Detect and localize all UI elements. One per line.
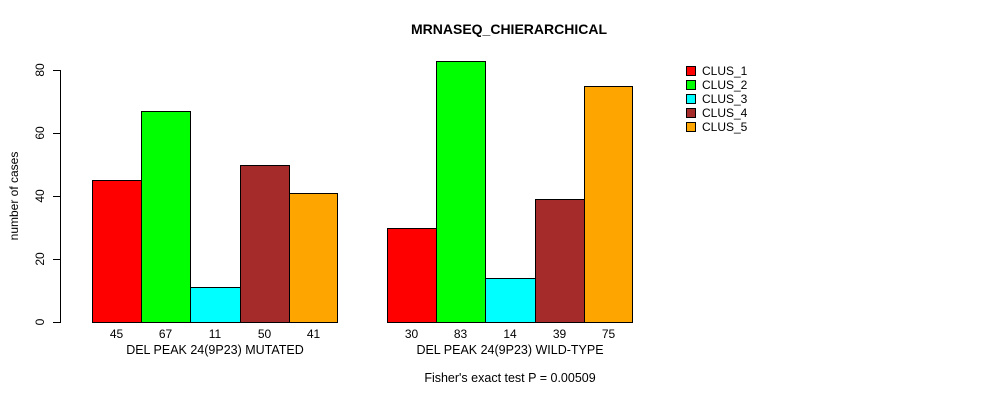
y-axis-tick xyxy=(53,196,60,197)
bar-clus_1 xyxy=(387,228,437,323)
bar-clus_2 xyxy=(436,61,486,323)
y-axis-label: number of cases xyxy=(7,151,21,241)
bar-value-label: 83 xyxy=(453,327,468,341)
legend-swatch-icon xyxy=(686,94,696,104)
bar-clus_3 xyxy=(485,278,536,323)
y-axis-tick-label: 60 xyxy=(33,126,47,140)
legend-label: CLUS_5 xyxy=(702,120,748,134)
legend-label: CLUS_3 xyxy=(702,92,748,106)
legend-swatch-icon xyxy=(686,122,696,132)
legend-label: CLUS_4 xyxy=(702,106,748,120)
y-axis-tick-label: 80 xyxy=(33,63,47,77)
bar-clus_4 xyxy=(240,165,290,323)
y-axis-tick-label: 20 xyxy=(33,252,47,266)
legend-swatch-icon xyxy=(686,66,696,76)
y-axis-tick xyxy=(53,259,60,260)
y-axis-tick xyxy=(53,133,60,134)
y-axis-line xyxy=(60,70,61,323)
bar-clus_2 xyxy=(141,111,191,323)
x-axis-group-label: DEL PEAK 24(9P23) WILD-TYPE xyxy=(416,343,604,357)
legend-row: CLUS_1 xyxy=(686,64,747,78)
x-axis-group-label: DEL PEAK 24(9P23) MUTATED xyxy=(126,343,304,357)
y-axis-tick-label: 0 xyxy=(33,318,47,326)
bar-value-label: 67 xyxy=(158,327,173,341)
chart-title: MRNASEQ_CHIERARCHICAL xyxy=(410,21,608,37)
y-axis-tick-label: 40 xyxy=(33,189,47,203)
bar-clus_5 xyxy=(289,193,338,323)
legend-swatch-icon xyxy=(686,80,696,90)
bar-value-label: 11 xyxy=(208,327,222,341)
y-axis-tick xyxy=(53,322,60,323)
legend-swatch-icon xyxy=(686,108,696,118)
bar-clus_4 xyxy=(535,199,585,323)
legend-row: CLUS_5 xyxy=(686,120,747,134)
bar-value-label: 41 xyxy=(306,327,321,341)
bar-value-label: 50 xyxy=(257,327,272,341)
legend-label: CLUS_2 xyxy=(702,78,748,92)
legend: CLUS_1 CLUS_2 CLUS_3 CLUS_4 CLUS_5 xyxy=(686,64,747,134)
bar-value-label: 75 xyxy=(601,327,616,341)
legend-row: CLUS_2 xyxy=(686,78,747,92)
annotation-text: Fisher's exact test P = 0.00509 xyxy=(424,371,596,385)
bar-clus_5 xyxy=(584,86,633,323)
legend-row: CLUS_3 xyxy=(686,92,747,106)
y-axis-tick xyxy=(53,70,60,71)
bar-value-label: 45 xyxy=(109,327,124,341)
bar-value-label: 30 xyxy=(404,327,419,341)
bar-clus_3 xyxy=(190,287,241,323)
legend-row: CLUS_4 xyxy=(686,106,747,120)
bar-clus_1 xyxy=(92,180,142,323)
bar-value-label: 14 xyxy=(503,327,517,341)
bar-value-label: 39 xyxy=(552,327,567,341)
legend-label: CLUS_1 xyxy=(702,64,748,78)
